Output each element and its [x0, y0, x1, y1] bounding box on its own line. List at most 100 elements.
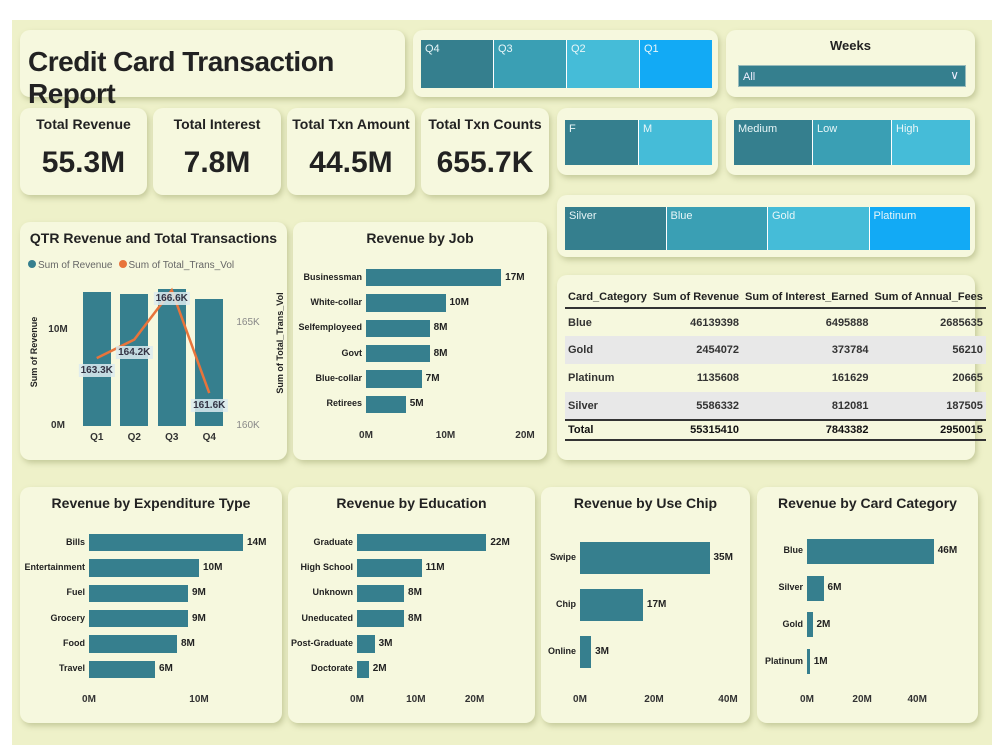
revenue-by-job-chart: Revenue by Job Businessman 17M White-colla…: [293, 222, 547, 460]
category-label: Selfemployeed: [298, 322, 362, 333]
weeks-label: Weeks: [830, 38, 871, 53]
x-tick-label: 0M: [350, 694, 364, 705]
bar-silver: [807, 575, 824, 601]
table-header-row: Card_Category Sum of Revenue Sum of Intere…: [565, 287, 986, 309]
column-header[interactable]: Sum of Revenue: [649, 287, 743, 309]
bar-gold: [807, 612, 813, 638]
x-tick-label: 40M: [907, 694, 927, 705]
bar-businessman: [366, 269, 502, 287]
legend-item-trans-vol: Sum of Total_Trans_Vol: [118, 260, 234, 271]
chart-title: Revenue by Education: [336, 495, 487, 511]
slicer-tile-high[interactable]: High: [892, 120, 970, 165]
category-label: Silver: [778, 582, 803, 593]
table-cell: 187505: [871, 392, 986, 420]
slicer-tile-silver[interactable]: Silver: [565, 207, 667, 250]
x-tick-label: Q1: [90, 432, 104, 443]
table-cell: 56210: [871, 336, 986, 364]
slicer-tile-platinum[interactable]: Platinum: [869, 207, 970, 250]
kpi-total-interest: Total Interest 7.8M: [153, 108, 281, 195]
kpi-label: Total Txn Counts: [428, 116, 542, 132]
dashboard-canvas: Credit Card Transaction Report Q4 Q3 Q2 …: [12, 20, 992, 745]
bar-grocery: [89, 610, 188, 628]
category-label: Post-Graduate: [290, 638, 353, 648]
bar-entertainment: [89, 559, 199, 577]
chart-legend: Sum of Revenue Sum of Total_Trans_Vol: [28, 260, 234, 271]
category-label: Travel: [58, 663, 85, 674]
data-label: 22M: [490, 536, 510, 548]
card-category-table: Card_Category Sum of Revenue Sum of Intere…: [557, 275, 986, 460]
bar-high-school: [357, 559, 422, 577]
kpi-total-revenue: Total Revenue 55.3M: [20, 108, 147, 195]
weeks-slicer: Weeks All ∨: [726, 30, 975, 97]
page-title: Credit Card Transaction Report: [28, 46, 334, 109]
column-header[interactable]: Sum of Interest_Earned: [742, 287, 872, 309]
bar-online: [580, 636, 592, 669]
slicer-tile-q4[interactable]: Q4: [421, 40, 494, 88]
kpi-value: 7.8M: [183, 146, 251, 179]
revenue-by-use-chip-chart: Revenue by Use Chip Swipe 35M Chip 17M Onlin…: [541, 487, 750, 723]
slicer-tile-low[interactable]: Low: [813, 120, 892, 165]
slicer-tile-f[interactable]: F: [565, 120, 639, 165]
category-label: Fuel: [66, 587, 85, 598]
y-tick-label: 10M: [48, 324, 68, 335]
column-header[interactable]: Card_Category: [565, 287, 650, 309]
table-total-cell: 2950015: [871, 419, 986, 441]
data-label: 10M: [449, 297, 469, 308]
category-label: Online: [547, 646, 576, 657]
category-label: Blue: [783, 545, 803, 556]
x-tick-label: 0M: [800, 694, 814, 705]
category-label: Govt: [341, 347, 362, 358]
title-card: Credit Card Transaction Report: [20, 30, 405, 109]
bar-graduate: [357, 534, 487, 552]
x-tick-label: Q4: [202, 432, 216, 443]
trans-vol-line-layer: [96, 287, 211, 394]
slicer-tile-blue[interactable]: Blue: [666, 207, 768, 250]
bar-food: [89, 635, 177, 653]
data-label: 10M: [203, 562, 223, 573]
table-row: Platinum 1135608 161629 20665: [565, 364, 986, 392]
gender-slicer: F M: [557, 108, 718, 175]
bar-post-graduate: [357, 635, 375, 653]
x-tick-label: 20M: [515, 430, 535, 441]
data-label: 8M: [181, 638, 195, 649]
x-tick-label: 10M: [189, 694, 209, 705]
data-label: 9M: [192, 612, 206, 624]
category-label: Entertainment: [24, 562, 85, 572]
trans-vol-line: [96, 287, 211, 394]
kpi-label: Total Txn Amount: [292, 116, 410, 132]
quarter-slicer: Q4 Q3 Q2 Q1: [413, 30, 718, 97]
category-label: Bills: [65, 536, 85, 547]
table-cell: Silver: [565, 392, 650, 420]
category-label: Food: [63, 638, 85, 648]
table-total-cell: Total: [565, 419, 650, 441]
weeks-dropdown[interactable]: All ∨: [738, 65, 966, 87]
category-label: Gold: [782, 618, 804, 629]
slicer-tile-q1[interactable]: Q1: [640, 40, 712, 88]
table-cell: 46139398: [690, 316, 740, 329]
slicer-tile-m[interactable]: M: [639, 120, 712, 165]
bar-blue-collar: [366, 370, 422, 388]
bar-q1: [82, 291, 111, 426]
column-header[interactable]: Sum of Annual_Fees: [871, 287, 986, 309]
data-label: 17M: [646, 599, 667, 610]
table-cell: 161629: [831, 372, 869, 384]
table-cell: 5586332: [649, 392, 743, 420]
y2-tick-label: 165K: [236, 317, 260, 329]
chart-title: Revenue by Job: [366, 230, 474, 246]
slicer-tile-gold[interactable]: Gold: [768, 207, 870, 250]
table-cell: 373784: [742, 336, 872, 364]
data-label: 17M: [505, 271, 525, 283]
card-category-slicer: Silver Blue Gold Platinum: [557, 195, 975, 257]
bar-q2: [120, 293, 149, 426]
income-slicer: Medium Low High: [726, 108, 975, 175]
line-data-label: 166.6K: [153, 292, 190, 306]
line-data-label: 163.3K: [78, 364, 115, 378]
x-tick-label: 10M: [435, 430, 456, 441]
slicer-tile-q2[interactable]: Q2: [567, 40, 640, 88]
slicer-tile-q3[interactable]: Q3: [494, 40, 567, 88]
bar-white-collar: [366, 294, 446, 312]
slicer-tile-medium[interactable]: Medium: [734, 120, 813, 165]
bar-govt: [366, 345, 430, 363]
table-cell: Gold: [565, 336, 650, 364]
table-cell: 20665: [952, 372, 983, 384]
